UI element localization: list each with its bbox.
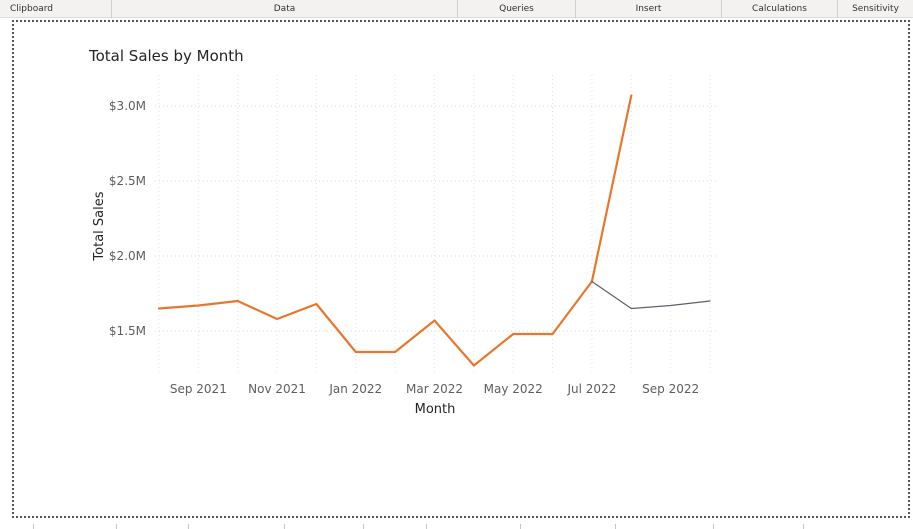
page-divider [188,524,189,529]
y-axis-title: Total Sales [92,191,107,261]
x-tick-label: Sep 2022 [642,382,699,396]
page-divider [363,524,364,529]
y-tick-label: $2.5M [109,174,146,188]
page-divider [615,524,616,529]
y-tick-label: $2.0M [109,249,146,263]
series-line-1[interactable] [157,94,633,367]
x-axis-title: Month [415,402,456,417]
bottom-scrollbar [0,521,913,529]
page-divider [803,524,804,529]
page-divider [33,524,34,529]
y-tick-label: $1.5M [109,324,146,338]
x-tick-label: Jul 2022 [567,382,617,396]
ribbon-group-queries[interactable]: Queries [458,0,576,18]
chart-title: Total Sales by Month [89,47,244,65]
ribbon-group-calculations[interactable]: Calculations [722,0,838,18]
page-divider [520,524,521,529]
x-tick-label: May 2022 [484,382,543,396]
ribbon-group-sensitivity[interactable]: Sensitivity [852,4,899,14]
x-tick-label: Jan 2022 [328,382,382,396]
series-line-2[interactable] [591,280,711,310]
page-divider [116,524,117,529]
x-tick-label: Nov 2021 [248,382,306,396]
x-tick-label: Mar 2022 [406,382,463,396]
page-divider [426,524,427,529]
ribbon-group-clipboard[interactable]: Clipboard [0,0,112,18]
ribbon-group-insert[interactable]: Insert [576,0,722,18]
y-tick-label: $3.0M [109,99,146,113]
ribbon-group-data[interactable]: Data [112,0,458,18]
report-canvas[interactable] [12,20,910,518]
page-divider [284,524,285,529]
page-divider [713,524,714,529]
x-tick-label: Sep 2021 [170,382,227,396]
ribbon: Clipboard Data Queries Insert Calculatio… [0,0,913,18]
